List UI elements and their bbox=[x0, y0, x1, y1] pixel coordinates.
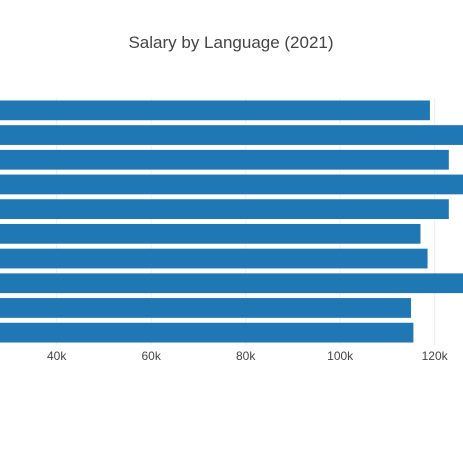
x-tick-label: 80k bbox=[236, 349, 256, 363]
bar bbox=[0, 125, 463, 145]
bar bbox=[0, 322, 414, 343]
x-tick-label: 60k bbox=[142, 349, 162, 363]
chart-title: Salary by Language (2021) bbox=[128, 33, 333, 52]
bars bbox=[0, 100, 463, 343]
x-tick-label: 100k bbox=[327, 349, 354, 363]
x-tick-label: 40k bbox=[47, 349, 67, 363]
bar bbox=[0, 100, 430, 121]
bar bbox=[0, 174, 463, 195]
bar bbox=[0, 149, 449, 170]
bar bbox=[0, 199, 449, 220]
x-axis-ticks: 40k 60k 80k 100k 120k bbox=[47, 349, 449, 363]
bar bbox=[0, 298, 412, 318]
bar bbox=[0, 273, 463, 294]
bar bbox=[0, 223, 421, 244]
x-tick-label: 120k bbox=[422, 349, 449, 363]
bar bbox=[0, 248, 428, 269]
